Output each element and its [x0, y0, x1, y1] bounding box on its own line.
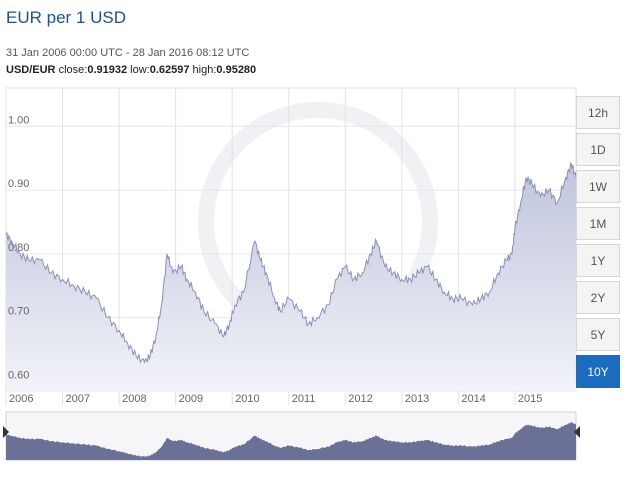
chart-title: EUR per 1 USD	[6, 8, 126, 27]
x-tick-label: 2007	[66, 393, 90, 405]
range-button-1w[interactable]: 1W	[576, 170, 620, 203]
range-button-5y[interactable]: 5Y	[576, 318, 620, 351]
close-label: close:	[58, 64, 88, 76]
x-tick-label: 2015	[518, 393, 542, 405]
x-tick-label: 2011	[292, 393, 316, 405]
y-tick-label: 0.70	[8, 306, 29, 318]
price-stats: USD/EUR close:0.91932 low:0.62597 high:0…	[6, 64, 256, 76]
close-value: 0.91932	[87, 64, 128, 76]
x-tick-label: 2014	[461, 393, 485, 405]
x-tick-label: 2008	[122, 393, 146, 405]
x-tick-label: 2013	[405, 393, 429, 405]
high-label: high:	[192, 64, 217, 76]
y-tick-label: 0.80	[8, 242, 29, 254]
range-button-2y[interactable]: 2Y	[576, 281, 620, 314]
y-tick-label: 0.90	[8, 178, 29, 190]
range-button-1d[interactable]: 1D	[576, 133, 620, 166]
x-tick-label: 2010	[235, 393, 259, 405]
range-button-1y[interactable]: 1Y	[576, 244, 620, 277]
series-line	[5, 161, 577, 364]
y-tick-label: 0.60	[8, 369, 29, 381]
high-value: 0.95280	[216, 64, 257, 76]
pair-label: USD/EUR	[6, 64, 56, 76]
navigator-right-handle	[574, 426, 580, 438]
x-tick-label: 2006	[9, 393, 33, 405]
range-button-1m[interactable]: 1M	[576, 207, 620, 240]
series-area	[6, 163, 576, 391]
low-value: 0.62597	[149, 64, 190, 76]
range-button-10y[interactable]: 10Y	[576, 355, 620, 388]
x-tick-label: 2012	[348, 393, 372, 405]
date-range: 31 Jan 2006 00:00 UTC - 28 Jan 2016 08:1…	[6, 47, 250, 59]
navigator-left-handle	[3, 426, 9, 438]
range-button-group: 12h 1D 1W 1M 1Y 2Y 5Y 10Y	[576, 96, 620, 392]
low-label: low:	[130, 64, 150, 76]
navigator-area	[6, 422, 576, 460]
range-button-12h[interactable]: 12h	[576, 96, 620, 129]
x-tick-label: 2009	[179, 393, 203, 405]
y-tick-label: 1.00	[8, 114, 29, 126]
